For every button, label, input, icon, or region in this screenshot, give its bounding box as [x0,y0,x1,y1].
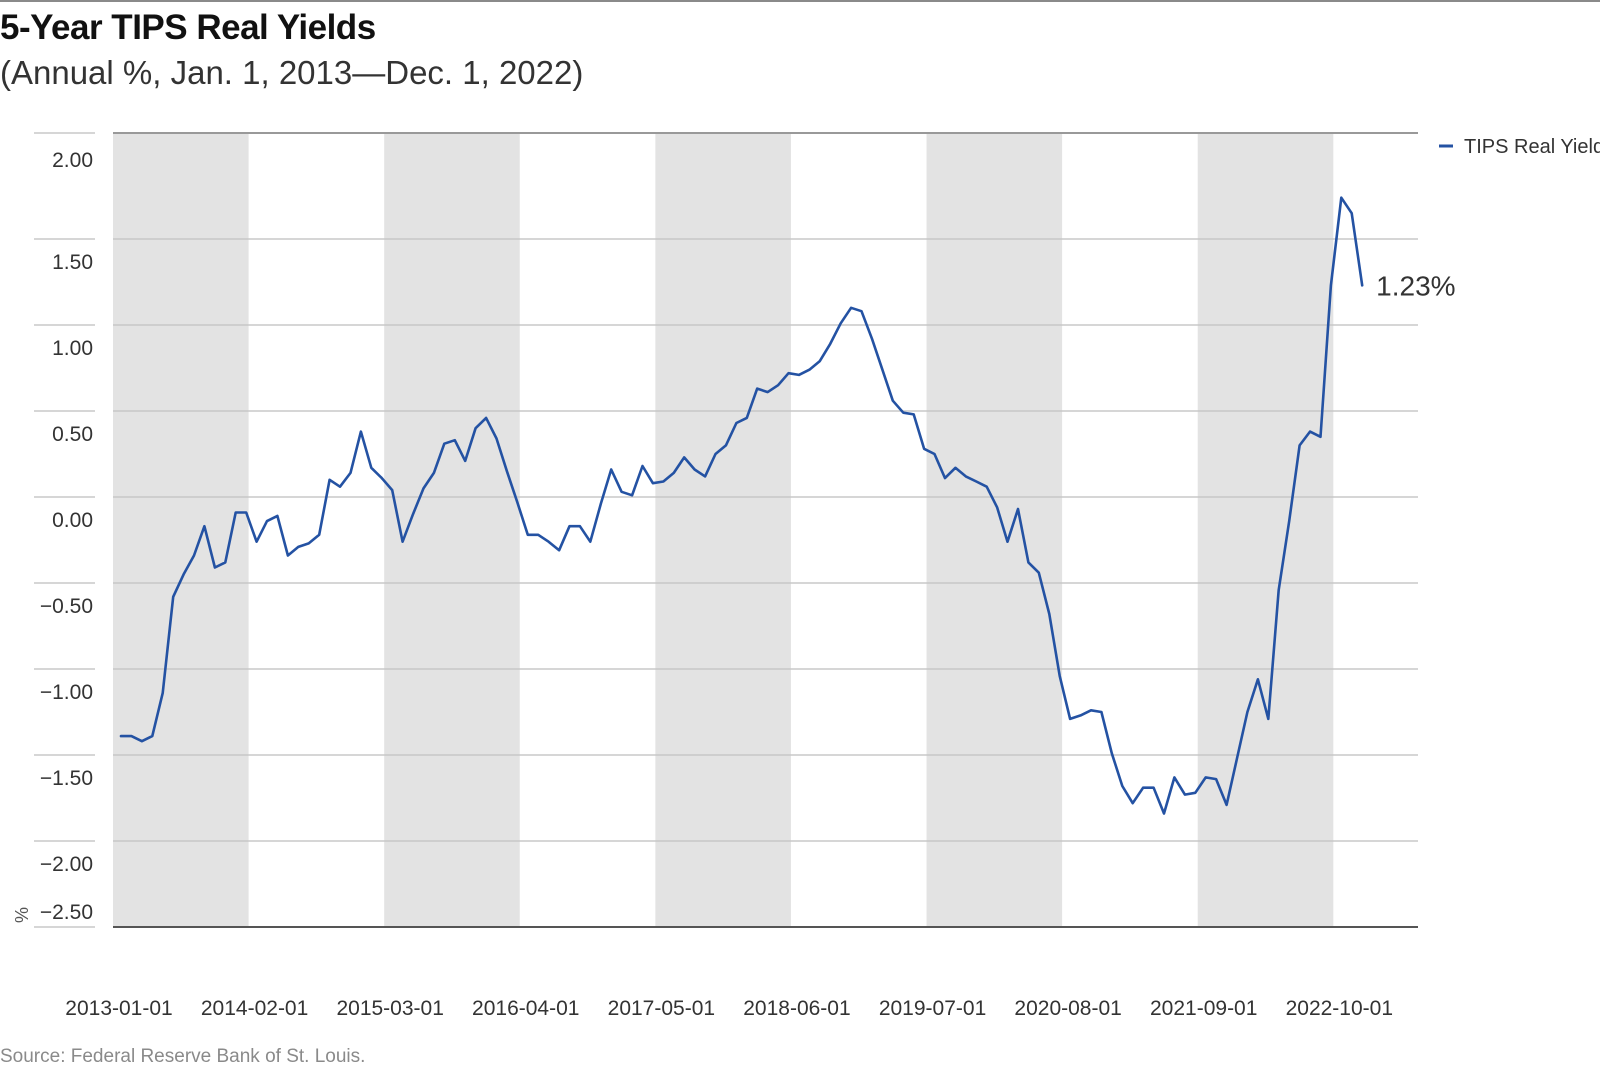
y-axis-ticks: 2.00 1.50 1.00 0.50 0.00 −0.50 −1.00 −1.50 −2.00… [40,149,93,924]
x-tick-label: 2020-08-01 [1014,997,1121,1020]
chart-title: 5-Year TIPS Real Yields [0,8,376,47]
source-note: Source: Federal Reserve Bank of St. Loui… [0,1046,366,1067]
y-tick-label: −1.50 [40,767,93,790]
x-tick-label: 2014-02-01 [201,997,308,1020]
x-tick-label: 2019-07-01 [879,997,986,1020]
shaded-band-4 [926,133,1063,927]
legend: TIPS Real Yield [1439,136,1600,158]
y-tick-label: −1.00 [40,681,93,704]
shaded-band-3 [655,133,791,927]
y-tick-label: −0.50 [40,595,93,618]
x-tick-label: 2013-01-01 [65,997,172,1020]
x-axis-ticks: 2013-01-01 2014-02-01 2015-03-01 2016-04-01… [65,997,1393,1020]
y-tick-label: 2.00 [52,149,93,172]
y-tick-label: 0.50 [52,423,93,446]
end-value-label: 1.23% [1376,270,1455,301]
gridlines [34,132,1418,928]
x-tick-label: 2018-06-01 [743,997,850,1020]
y-tick-label: 1.50 [52,251,93,274]
chart-subtitle: (Annual %, Jan. 1, 2013—Dec. 1, 2022) [0,54,584,91]
shaded-bands [113,133,1334,927]
series-layer [119,196,1364,815]
y-tick-label: −2.00 [40,853,93,876]
x-tick-label: 2021-09-01 [1150,997,1257,1020]
legend-label: TIPS Real Yield [1464,136,1600,158]
x-tick-label: 2022-10-01 [1286,997,1393,1020]
shaded-band-1 [113,133,249,927]
series-line-1 [119,196,1364,815]
x-tick-label: 2015-03-01 [336,997,443,1020]
shaded-band-5 [1197,133,1334,927]
shaded-band-2 [384,133,520,927]
x-tick-label: 2017-05-01 [608,997,715,1020]
y-axis-unit-label: % [12,907,32,923]
top-rule [0,0,1600,2]
x-tick-label: 2016-04-01 [472,997,579,1020]
y-tick-label: −2.50 [40,901,93,924]
y-tick-label: 1.00 [52,337,93,360]
y-tick-label: 0.00 [52,509,93,532]
